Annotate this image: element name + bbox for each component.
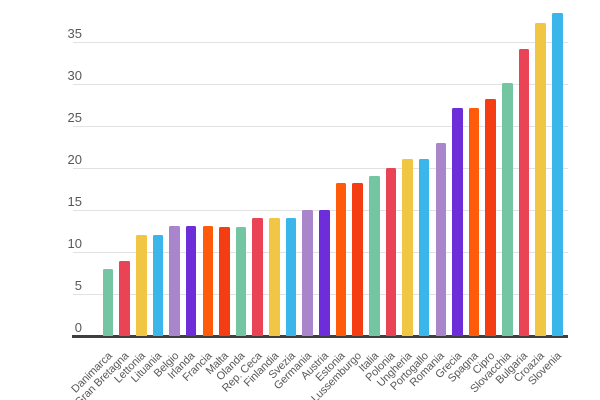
bar-francia[interactable] — [202, 225, 214, 336]
bar-slovenia[interactable] — [551, 13, 563, 336]
bar-lettonia[interactable] — [135, 235, 147, 336]
bar-croazia[interactable] — [535, 22, 546, 336]
y-tick-label: 5 — [74, 278, 82, 293]
gridline-y-35 — [73, 42, 568, 43]
bar-slovacchia[interactable] — [502, 83, 513, 336]
bar-portogallo[interactable] — [418, 158, 430, 336]
x-axis-line — [72, 335, 568, 338]
bar-danimarca[interactable] — [102, 268, 114, 336]
bar-rep-ceca[interactable] — [252, 218, 264, 336]
bar-grecia[interactable] — [452, 107, 463, 336]
y-tick-label: 35 — [67, 26, 82, 41]
gridline-y-20 — [73, 168, 568, 169]
bar-svezia[interactable] — [285, 217, 297, 336]
bar-irlanda[interactable] — [185, 225, 197, 336]
bar-belgio[interactable] — [169, 225, 180, 336]
y-tick-label: 25 — [67, 110, 82, 125]
bar-italia[interactable] — [368, 176, 380, 336]
y-tick-label: 20 — [67, 152, 82, 167]
bar-finlandia[interactable] — [269, 218, 280, 336]
bar-spagna[interactable] — [468, 107, 480, 336]
bar-romania[interactable] — [435, 142, 447, 336]
bar-austria[interactable] — [319, 210, 330, 336]
y-tick-label: 0 — [74, 320, 82, 335]
bar-lituania[interactable] — [152, 235, 164, 336]
bar-cipro[interactable] — [485, 99, 496, 336]
bar-gran-bretagna[interactable] — [119, 261, 130, 336]
gridline-y-25 — [73, 126, 568, 127]
y-tick-label: 15 — [67, 194, 82, 209]
y-tick-label: 30 — [67, 68, 82, 83]
bar-ungheria[interactable] — [402, 158, 413, 336]
gridline-y-30 — [73, 84, 568, 85]
bar-estonia[interactable] — [335, 183, 347, 336]
bar-lussemburgo[interactable] — [352, 183, 363, 336]
bar-malta[interactable] — [219, 226, 230, 336]
bar-germania[interactable] — [302, 210, 313, 336]
bar-polonia[interactable] — [385, 168, 397, 336]
y-tick-label: 10 — [67, 236, 82, 251]
bar-bulgaria[interactable] — [518, 48, 530, 336]
bar-olanda[interactable] — [235, 226, 247, 336]
